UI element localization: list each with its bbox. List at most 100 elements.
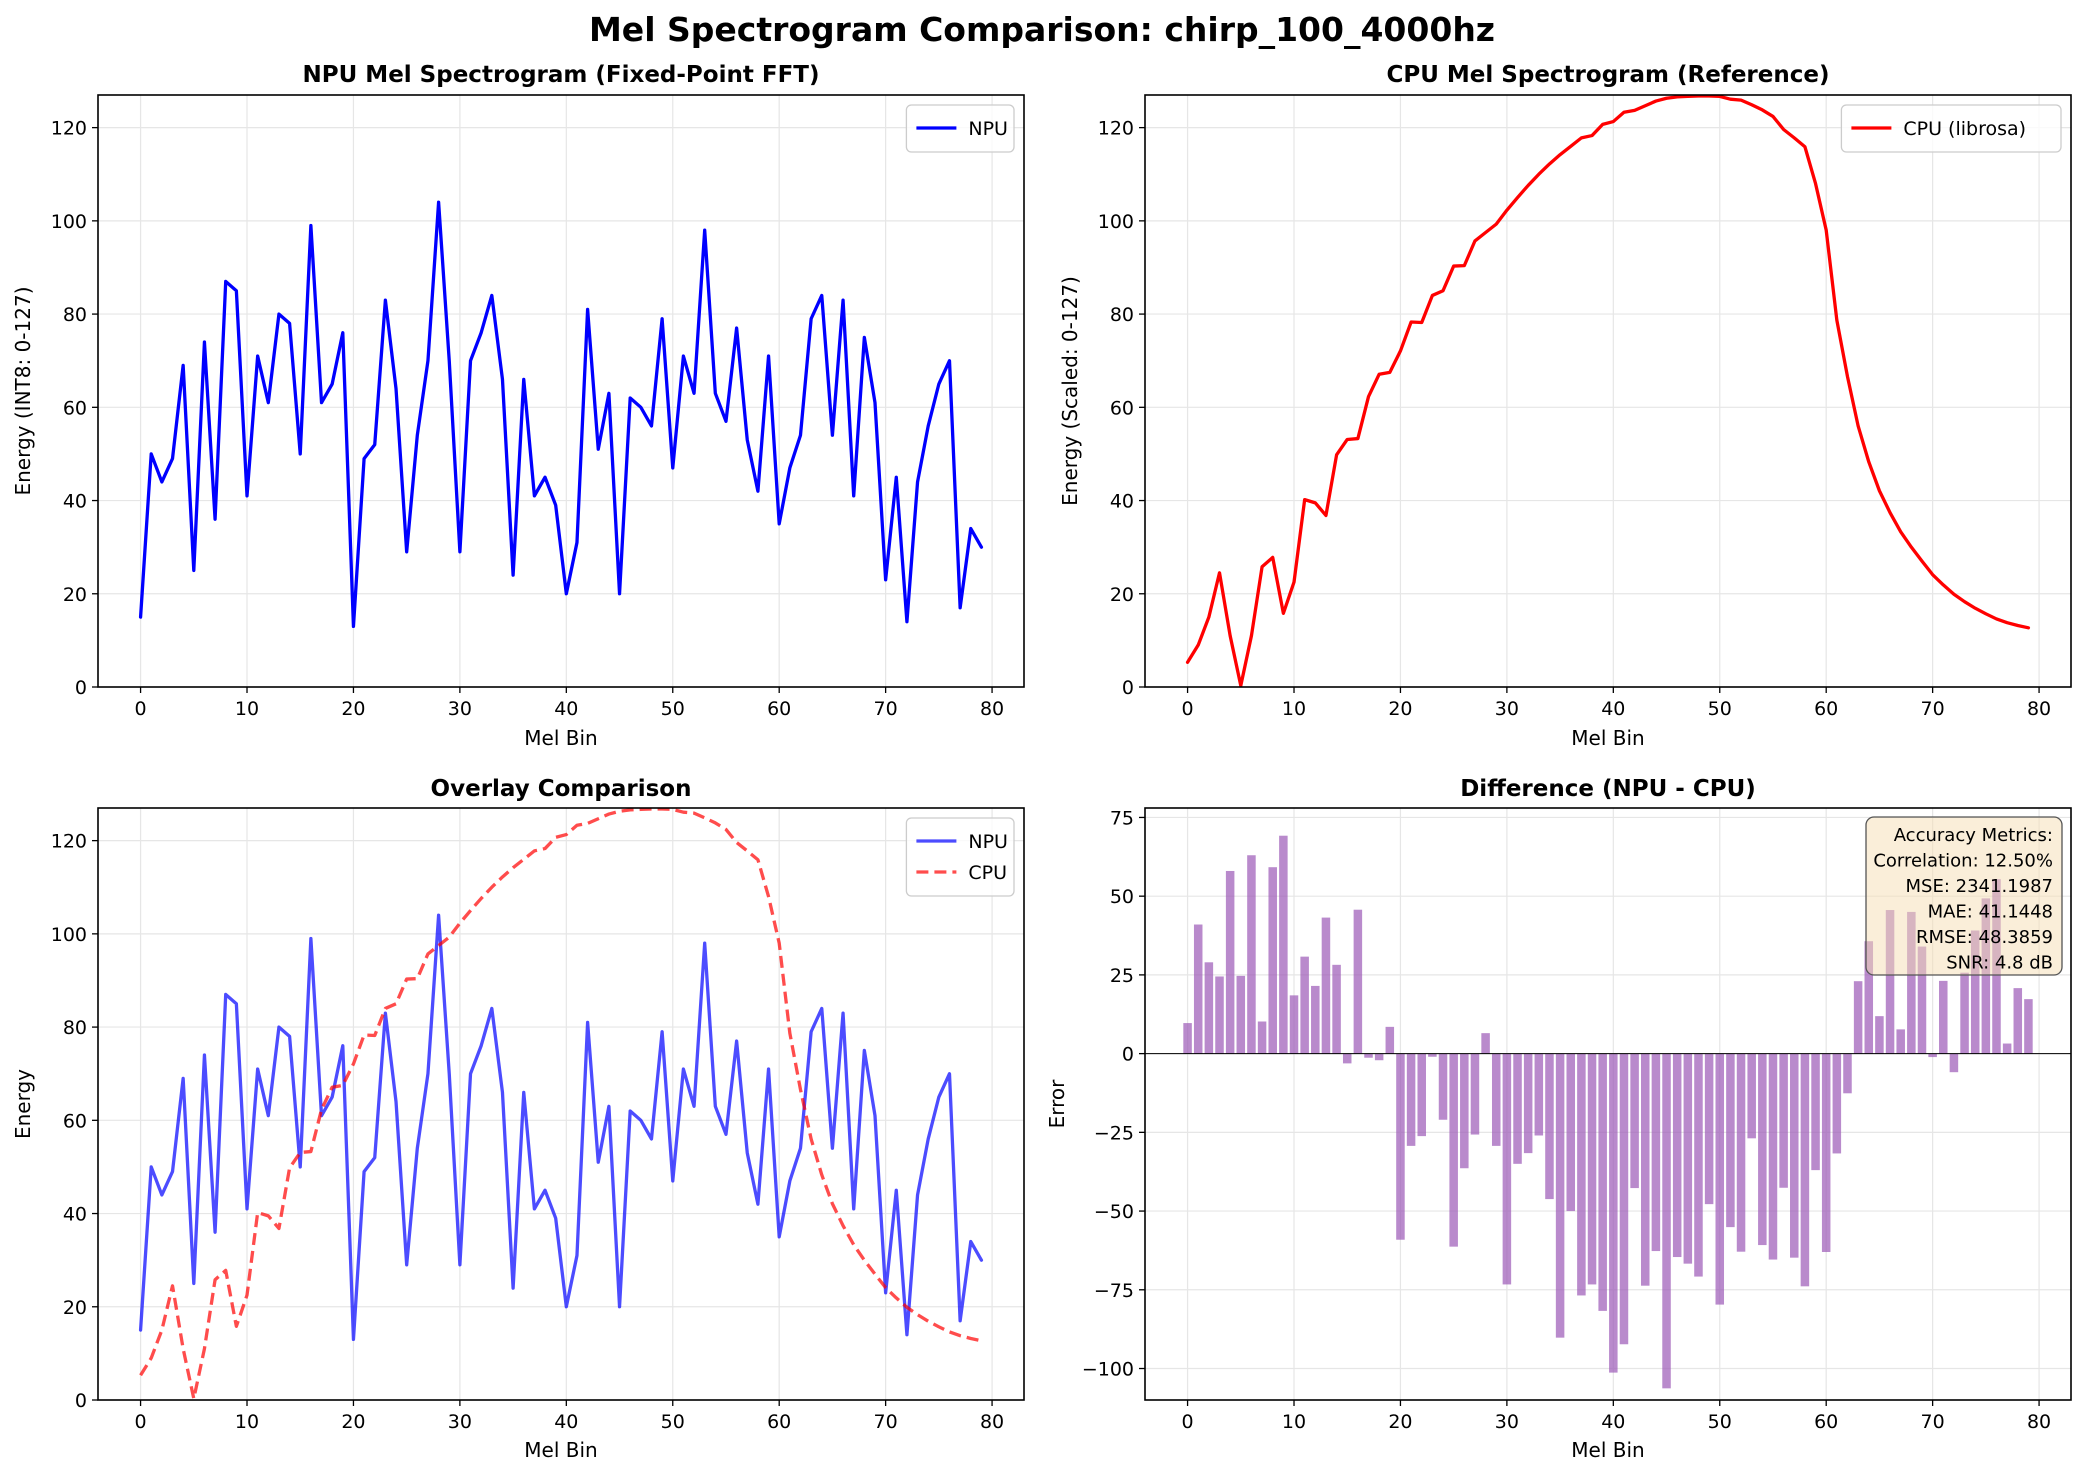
y-tick-label: −50: [1094, 1201, 1134, 1223]
diff-bar: [1630, 1053, 1639, 1189]
axes-frame: [1144, 807, 2072, 1401]
plot-area: [138, 808, 984, 1400]
diff-bar: [1257, 1021, 1267, 1054]
diff-bar: [1374, 1053, 1384, 1061]
x-tick-label: 50: [661, 1411, 685, 1433]
legend-box: [905, 817, 1015, 897]
y-tick-label: 60: [63, 1110, 87, 1132]
diff-bar: [1555, 1053, 1565, 1338]
y-tick-label: 0: [75, 677, 87, 699]
series-line-npu: [138, 200, 984, 629]
y-axis-label: Error: [1045, 1079, 1069, 1129]
y-tick-label: 80: [63, 304, 87, 326]
diff-bar: [1864, 941, 1874, 1054]
x-tick-label: 60: [1814, 698, 1838, 720]
diff-bar: [1609, 1053, 1618, 1373]
x-axis-label: Mel Bin: [1571, 1438, 1644, 1462]
figure-suptitle: Mel Spectrogram Comparison: chirp_100_40…: [589, 10, 1495, 49]
diff-bar: [1587, 1053, 1597, 1285]
x-tick-label: 30: [1495, 698, 1519, 720]
metrics-line: Accuracy Metrics:: [1894, 825, 2053, 846]
x-tick-label: 70: [1921, 698, 1945, 720]
axes-frame: [97, 94, 1025, 688]
diff-bar: [1758, 1053, 1767, 1246]
diff-bar: [1949, 1053, 1959, 1073]
diff-bar: [1364, 1053, 1373, 1058]
diff-bar: [1619, 1053, 1629, 1345]
y-tick-label: 0: [75, 1390, 87, 1412]
x-tick-label: 10: [1282, 1411, 1306, 1433]
y-tick-label: 75: [1110, 807, 1134, 829]
x-tick-label: 70: [874, 698, 898, 720]
legend-box: [905, 104, 1015, 153]
panel-title: Difference (NPU - CPU): [1460, 776, 1756, 802]
panel-cpu: CPU Mel Spectrogram (Reference) Mel Bin …: [1058, 62, 2072, 750]
x-tick-label: 80: [2027, 698, 2051, 720]
x-tick-label: 40: [1601, 1411, 1625, 1433]
y-tick-label: 120: [51, 118, 87, 140]
diff-bar: [1672, 1053, 1682, 1258]
diff-bar: [1981, 898, 1991, 1054]
x-tick-label: 60: [767, 1411, 791, 1433]
x-tick-label: 80: [980, 698, 1004, 720]
diff-bar: [1332, 964, 1341, 1054]
x-tick-label: 60: [767, 698, 791, 720]
diff-bar: [1268, 867, 1277, 1054]
y-axis-label: Energy: [11, 1069, 35, 1139]
diff-bar: [1566, 1053, 1576, 1212]
y-tick-label: 60: [63, 397, 87, 419]
diff-bar: [1640, 1053, 1650, 1286]
diff-bar: [1385, 1026, 1395, 1054]
x-axis-label: Mel Bin: [524, 726, 597, 750]
axes-frame: [1144, 94, 2072, 688]
legend-label-cpu: CPU: [968, 862, 1007, 884]
x-tick-label: 20: [1388, 1411, 1412, 1433]
x-tick-label: 50: [1708, 1411, 1732, 1433]
diff-bar: [1970, 930, 1980, 1054]
diff-bar: [1428, 1053, 1437, 1057]
diff-bar: [1193, 924, 1203, 1054]
legend-label-npu: NPU: [968, 831, 1008, 853]
y-axis-label: Energy (INT8: 0-127): [11, 287, 35, 496]
diff-bar: [1768, 1053, 1778, 1260]
panel-title: CPU Mel Spectrogram (Reference): [1387, 62, 1830, 88]
panel-overlay: Overlay Comparison Mel Bin Energy 0 10 20 3…: [11, 776, 1025, 1462]
x-tick-label: 30: [448, 1411, 472, 1433]
x-tick-label: 20: [341, 1411, 365, 1433]
x-tick-label: 0: [1182, 698, 1194, 720]
x-tick-label: 20: [341, 698, 365, 720]
y-tick-label: 50: [1110, 886, 1134, 908]
y-tick-label: 0: [1122, 677, 1134, 699]
diff-bar: [1311, 985, 1320, 1054]
y-tick-label: 40: [63, 491, 87, 513]
x-tick-label: 40: [554, 1411, 578, 1433]
diff-bar: [1960, 972, 1969, 1054]
diff-bar: [1491, 1053, 1501, 1146]
diff-bar: [1896, 1029, 1905, 1054]
diff-bar: [1939, 980, 1948, 1054]
diff-bar: [1715, 1053, 1725, 1305]
diff-bar: [1832, 1053, 1842, 1154]
diff-bar: [1811, 1053, 1820, 1171]
panel-difference: Difference (NPU - CPU) Mel Bin Error 0 10…: [1045, 776, 2072, 1462]
x-tick-label: 30: [448, 698, 472, 720]
diff-bar: [1907, 911, 1916, 1054]
diff-bar: [1545, 1053, 1554, 1200]
x-tick-label: 70: [874, 1411, 898, 1433]
panel-npu: NPU Mel Spectrogram (Fixed-Point FFT) Me…: [11, 62, 1025, 750]
diff-bar: [1523, 1053, 1533, 1154]
diff-bar: [1598, 1053, 1607, 1311]
diff-bar: [2002, 1043, 2012, 1054]
y-tick-label: 100: [51, 211, 87, 233]
metrics-line: MSE: 2341.1987: [1906, 876, 2053, 897]
plot-area: [138, 200, 984, 629]
panel-title: Overlay Comparison: [431, 776, 692, 802]
diff-bar: [1853, 981, 1863, 1054]
diff-bar: [1204, 962, 1214, 1054]
y-tick-label: −25: [1094, 1122, 1134, 1144]
diff-bar: [1215, 976, 1224, 1054]
y-tick-label: 20: [63, 584, 87, 606]
x-tick-label: 60: [1814, 1411, 1838, 1433]
diff-bar: [1885, 910, 1895, 1054]
